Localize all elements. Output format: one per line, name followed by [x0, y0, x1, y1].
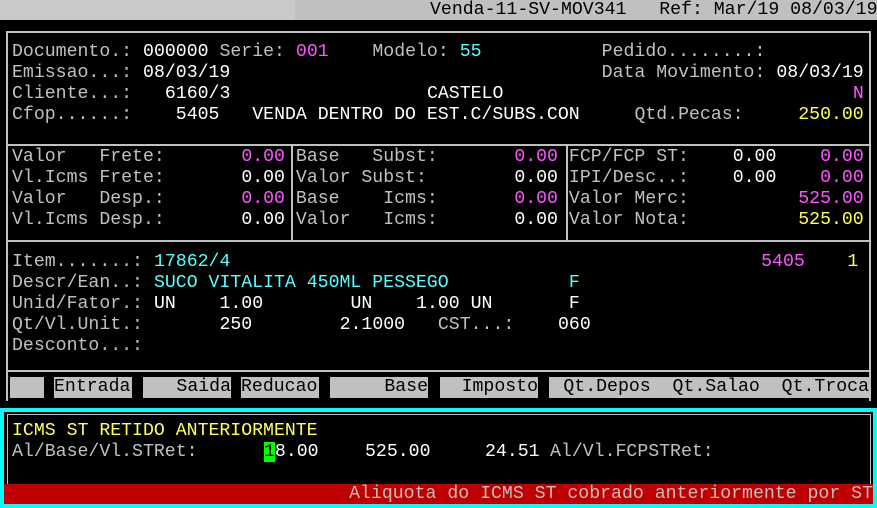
- frame-left: [6, 31, 8, 401]
- divider-item: [6, 240, 871, 242]
- data-movimento-value[interactable]: 08/03/19: [776, 63, 864, 83]
- descr-label: Descr/Ean..:: [12, 273, 143, 293]
- column-header-reducao: Reducao: [241, 377, 319, 398]
- valor-frete-label: Valor Frete:: [12, 147, 165, 167]
- valor-nota-value: 525.00: [798, 210, 864, 230]
- status-bar: Aliquota do ICMS ST cobrado anteriorment…: [4, 484, 873, 504]
- valor-desp-label: Valor Desp.:: [12, 189, 165, 209]
- column-header-base: Base: [330, 377, 428, 398]
- base-stret-value[interactable]: 525.00: [365, 442, 431, 462]
- cst-value[interactable]: 060: [558, 315, 591, 335]
- frame-right: [869, 31, 871, 401]
- icms-st-title: ICMS ST RETIDO ANTERIORMENTE: [12, 421, 318, 441]
- window-title: Venda-11-SV-MOV341 Ref: Mar/19 08/03/19: [430, 0, 877, 20]
- frame-top: [6, 31, 871, 33]
- item-code[interactable]: 17862/4: [153, 252, 231, 272]
- column-header-quantities: Qt.Depos Qt.Salao Qt.Troca: [549, 377, 869, 398]
- cfop-value[interactable]: 5405: [175, 105, 220, 125]
- qtd-pecas-value: 250.00: [798, 105, 864, 125]
- descr-flag: F: [568, 273, 580, 293]
- data-movimento-label: Data Movimento:: [601, 63, 777, 83]
- valor-subst-label: Valor Subst:: [295, 168, 427, 188]
- item-cfop: 5405: [761, 252, 805, 272]
- valor-icms-value: 0.00: [514, 210, 558, 230]
- documento-value[interactable]: 000000: [143, 42, 209, 62]
- cliente-code[interactable]: 6160/3: [164, 84, 231, 104]
- qt-value[interactable]: 250: [219, 315, 253, 335]
- cfop-label: Cfop......:: [12, 105, 133, 125]
- valor-icms-label: Valor Icms:: [295, 210, 438, 230]
- vl-icms-frete-value: 0.00: [241, 168, 285, 188]
- documento-label: Documento.:: [12, 42, 143, 62]
- base-subst-label: Base Subst:: [295, 147, 438, 167]
- icms-st-box: [7, 414, 871, 485]
- fcp-st-value[interactable]: 0.00: [820, 147, 864, 167]
- fcp-label: FCP/FCP ST:: [568, 147, 689, 167]
- vl-icms-desp-value: 0.00: [241, 210, 285, 230]
- vl-icms-frete-label: Vl.Icms Frete:: [12, 168, 165, 188]
- item-label: Item.......:: [12, 252, 143, 272]
- serie-value[interactable]: 001: [295, 42, 329, 62]
- text-cursor: 1: [264, 442, 275, 462]
- unid-label: Unid/Fator.:: [12, 294, 143, 314]
- ipi-value: 0.00: [732, 168, 777, 188]
- desc-value[interactable]: 0.00: [820, 168, 864, 188]
- valor-frete-value[interactable]: 0.00: [241, 147, 285, 167]
- vl-unit-value[interactable]: 2.1000: [339, 315, 406, 335]
- cliente-label: Cliente...:: [12, 84, 133, 104]
- fator1[interactable]: 1.00: [219, 294, 264, 314]
- valor-nota-label: Valor Nota:: [568, 210, 689, 230]
- valor-stret-value[interactable]: 24.51: [485, 442, 540, 462]
- valor-subst-value: 0.00: [514, 168, 558, 188]
- divider-totals: [6, 144, 871, 146]
- column-header-entrada: Entrada: [54, 377, 132, 398]
- aliquota-rest: 8.00: [274, 442, 319, 462]
- cfop-description: VENDA DENTRO DO EST.C/SUBS.CON: [252, 105, 580, 125]
- qt-label: Qt/Vl.Unit.:: [12, 315, 143, 335]
- column-header-imposto: Imposto: [440, 377, 538, 398]
- cliente-flag: N: [852, 84, 864, 104]
- al-vl-fcpstret-label: Al/Vl.FCPSTRet:: [550, 442, 714, 462]
- vl-icms-desp-label: Vl.Icms Desp.:: [12, 210, 165, 230]
- modelo-value[interactable]: 55: [459, 42, 482, 62]
- unid-flag: F: [568, 294, 580, 314]
- valor-merc-label: Valor Merc:: [568, 189, 689, 209]
- emissao-label: Emissao...:: [12, 63, 143, 83]
- title-bar-left: [0, 0, 295, 20]
- unid1[interactable]: UN: [153, 294, 176, 314]
- al-base-vl-stret-label: Al/Base/Vl.STRet:: [12, 442, 198, 462]
- serie-label: Serie:: [208, 42, 296, 62]
- qtd-pecas-label: Qtd.Pecas:: [634, 105, 744, 125]
- divider-col2: [566, 144, 568, 240]
- emissao-value[interactable]: 08/03/19: [143, 63, 231, 83]
- unid2[interactable]: UN: [350, 294, 373, 314]
- descr-value: SUCO VITALITA 450ML PESSEGO: [153, 273, 449, 293]
- base-icms-value[interactable]: 0.00: [514, 189, 558, 209]
- fator2[interactable]: 1.00 UN: [416, 294, 493, 314]
- fcp-value: 0.00: [732, 147, 777, 167]
- column-header-blank: [10, 377, 44, 398]
- valor-desp-value[interactable]: 0.00: [241, 189, 285, 209]
- column-header-saida: Saida: [143, 377, 231, 398]
- ipi-desc-label: IPI/Desc..:: [568, 168, 689, 188]
- item-seq: 1: [847, 252, 859, 272]
- modelo-label: Modelo:: [372, 42, 460, 62]
- cliente-name: CASTELO: [426, 84, 504, 104]
- desconto-label: Desconto...:: [12, 336, 143, 356]
- valor-merc-value: 525.00: [798, 189, 864, 209]
- pedido-label: Pedido........:: [601, 42, 766, 62]
- divider-columns: [6, 370, 871, 372]
- base-icms-label: Base Icms:: [295, 189, 438, 209]
- cst-label: CST...:: [437, 315, 515, 335]
- divider-col1: [291, 144, 293, 240]
- aliquota-input[interactable]: 18.00: [264, 442, 319, 463]
- title-bar: Venda-11-SV-MOV341 Ref: Mar/19 08/03/19: [0, 0, 877, 20]
- base-subst-value[interactable]: 0.00: [514, 147, 558, 167]
